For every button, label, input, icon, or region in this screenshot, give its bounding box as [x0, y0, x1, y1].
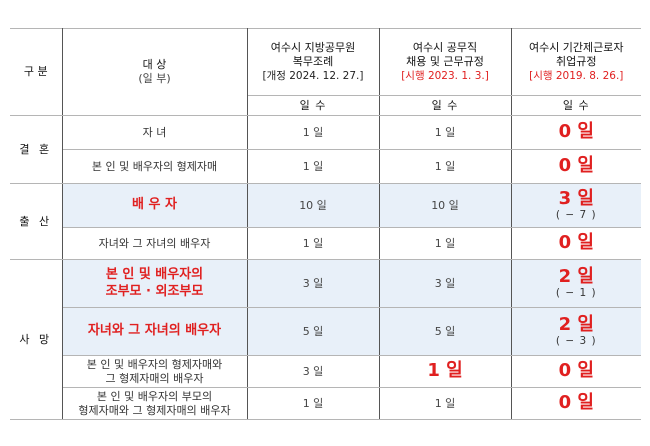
- subject-line1: 본 인 및 배우자의 부모의: [96, 389, 213, 403]
- column-header-ordinance: 여수시 지방공무원 복무조례 [개정 2024. 12. 27.]: [246, 28, 380, 96]
- days-ordinance: 3 일: [246, 259, 380, 308]
- days-staff: 10 일: [378, 183, 512, 228]
- table-row: 사 망 본 인 및 배우자의 조부모 · 외조부모 3 일 3 일 2 일 ( …: [10, 259, 641, 420]
- group-label-birth: 출 산: [10, 183, 63, 260]
- days-ordinance: 1 일: [246, 387, 380, 420]
- days-label: 일 수: [378, 95, 512, 116]
- header-row: 구 분 대 상 (일 부) 여수시 지방공무원 복무조례 [개정 2024. 1…: [10, 28, 641, 116]
- column-revision-note: [개정 2024. 12. 27.]: [262, 69, 364, 82]
- column-title-line2: 복무조례: [292, 54, 334, 68]
- subject-cell: 자 녀: [61, 115, 248, 150]
- days-fixed-term: 0 일: [510, 227, 641, 260]
- subject-line1: 본 인 및 배우자의: [105, 267, 204, 283]
- days-ordinance: 1 일: [246, 227, 380, 260]
- subject-header: 대 상 (일 부): [61, 28, 248, 116]
- days-staff: 3 일: [378, 259, 512, 308]
- days-label: 일 수: [247, 95, 380, 116]
- table-row: 자녀와 그 자녀의 배우자 5 일 5 일 2 일 ( − 3 ): [10, 307, 641, 356]
- days-staff: 5 일: [378, 307, 512, 356]
- days-fixed-term: 0 일: [510, 115, 641, 150]
- column-title-line1: 여수시 기간제근로자: [528, 41, 624, 55]
- table-row: 본 인 및 배우자의 형제자매 1 일 1 일 0 일: [10, 149, 641, 184]
- days-value: 0 일: [558, 392, 594, 414]
- days-ordinance: 10 일: [246, 183, 380, 228]
- column-header-staff-rules: 여수시 공무직 채용 및 근무규정 [시행 2023. 1. 3.]: [378, 28, 512, 96]
- days-fixed-term: 0 일: [510, 387, 641, 420]
- column-enforcement-note: [시행 2023. 1. 3.]: [401, 69, 489, 82]
- table-row: 자녀와 그 자녀의 배우자 1 일 1 일 0 일: [10, 227, 641, 260]
- days-ordinance: 3 일: [246, 355, 380, 388]
- days-staff: 1 일: [378, 149, 512, 184]
- table-row: 본 인 및 배우자의 부모의 형제자매와 그 형제자매의 배우자 1 일 1 일…: [10, 387, 641, 420]
- column-header-fixed-term-rules: 여수시 기간제근로자 취업규정 [시행 2019. 8. 26.]: [510, 28, 641, 96]
- days-value: 0 일: [558, 360, 594, 382]
- subject-cell-highlighted: 배 우 자: [61, 183, 248, 228]
- column-title-line1: 여수시 공무직: [412, 41, 478, 55]
- days-fixed-term: 0 일: [510, 355, 641, 388]
- days-value: 0 일: [558, 155, 594, 177]
- column-enforcement-note: [시행 2019. 8. 26.]: [529, 69, 624, 82]
- subject-cell-highlighted: 자녀와 그 자녀의 배우자: [62, 307, 248, 356]
- subject-line2: 그 형제자매의 배우자: [105, 371, 204, 385]
- table-row: 출 산 배 우 자 10 일 10 일 3 일 ( − 7 ): [10, 183, 641, 260]
- days-fixed-term: 2 일 ( − 1 ): [510, 259, 641, 308]
- days-value: 2 일: [558, 314, 594, 336]
- days-value: 0 일: [558, 121, 594, 143]
- days-staff: 1 일: [378, 387, 512, 420]
- days-staff-highlighted: 1 일: [378, 355, 512, 388]
- subject-cell: 본 인 및 배우자의 형제자매: [62, 149, 248, 184]
- subject-cell-highlighted: 본 인 및 배우자의 조부모 · 외조부모: [61, 259, 248, 308]
- subject-cell: 자녀와 그 자녀의 배우자: [62, 227, 248, 260]
- table-row: 결 혼 자 녀 1 일 1 일 0 일: [10, 115, 641, 184]
- subject-header-sub: (일 부): [138, 72, 171, 85]
- table-row: 본 인 및 배우자의 형제자매와 그 형제자매의 배우자 3 일 1 일 0 일: [10, 355, 641, 388]
- subject-cell: 본 인 및 배우자의 형제자매와 그 형제자매의 배우자: [62, 355, 248, 388]
- days-ordinance: 1 일: [246, 115, 380, 150]
- group-label-marriage: 결 혼: [10, 115, 63, 184]
- group-label-death: 사 망: [10, 259, 63, 420]
- days-staff: 1 일: [378, 115, 512, 150]
- column-title-line2: 취업규정: [556, 54, 597, 68]
- days-fixed-term: 0 일: [510, 149, 641, 184]
- days-ordinance: 5 일: [246, 307, 380, 356]
- category-header: 구 분: [10, 28, 63, 116]
- subject-line2: 형제자매와 그 형제자매의 배우자: [78, 403, 231, 417]
- subject-line1: 본 인 및 배우자의 형제자매와: [86, 357, 223, 371]
- subject-header-label: 대 상: [142, 58, 167, 72]
- days-difference: ( − 7 ): [555, 209, 597, 222]
- column-title-line2: 채용 및 근무규정: [406, 54, 484, 68]
- days-difference: ( − 1 ): [555, 287, 597, 300]
- days-difference: ( − 3 ): [555, 335, 597, 348]
- days-value: 0 일: [558, 232, 594, 254]
- days-staff: 1 일: [378, 227, 512, 260]
- leave-days-comparison-table: 구 분 대 상 (일 부) 여수시 지방공무원 복무조례 [개정 2024. 1…: [10, 28, 641, 420]
- days-value: 2 일: [558, 266, 594, 288]
- days-label: 일 수: [510, 95, 641, 116]
- days-value: 3 일: [558, 188, 594, 210]
- subject-cell: 본 인 및 배우자의 부모의 형제자매와 그 형제자매의 배우자: [62, 387, 248, 420]
- column-title-line1: 여수시 지방공무원: [270, 41, 356, 55]
- subject-line2: 조부모 · 외조부모: [105, 283, 204, 299]
- days-fixed-term: 2 일 ( − 3 ): [510, 307, 641, 356]
- days-ordinance: 1 일: [246, 149, 380, 184]
- days-fixed-term: 3 일 ( − 7 ): [510, 183, 641, 228]
